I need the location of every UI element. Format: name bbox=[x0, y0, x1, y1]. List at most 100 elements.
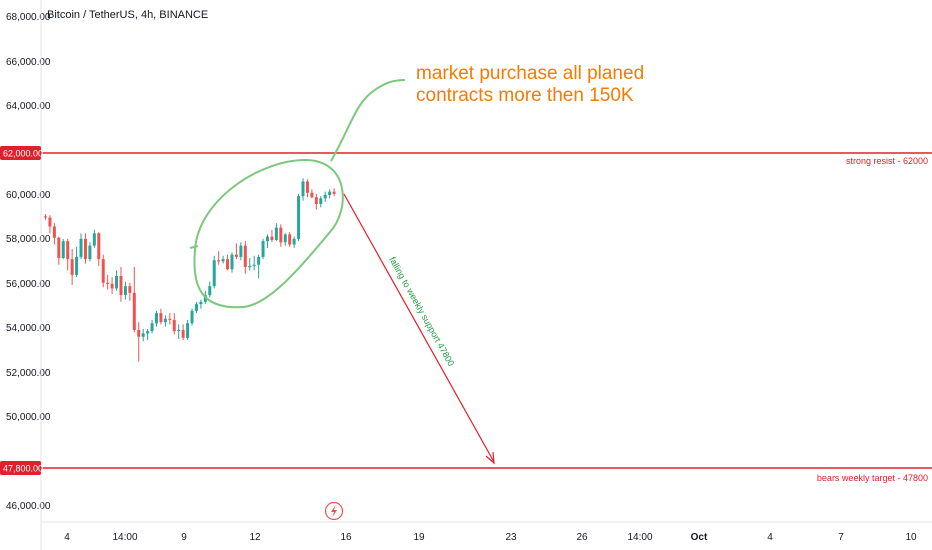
candle-down bbox=[44, 216, 47, 218]
y-tick-label: 64,000.00 bbox=[6, 101, 51, 112]
x-tick-label: 12 bbox=[249, 532, 261, 543]
x-tick-label: 7 bbox=[838, 532, 844, 543]
candle-down bbox=[119, 276, 123, 296]
y-tick-label: 46,000.00 bbox=[6, 501, 51, 512]
candle-down bbox=[279, 227, 283, 243]
candle-down bbox=[172, 319, 176, 332]
candle-up bbox=[115, 276, 119, 289]
candle-down bbox=[57, 237, 61, 258]
candle-up bbox=[190, 310, 194, 324]
x-tick-label: 9 bbox=[181, 532, 187, 543]
candle-up bbox=[92, 233, 96, 246]
candle-up bbox=[194, 304, 198, 311]
candle-up bbox=[266, 236, 269, 242]
x-tick-label: 26 bbox=[576, 532, 588, 543]
candle-up bbox=[323, 195, 327, 199]
candle-up bbox=[301, 181, 305, 197]
lightning-icon[interactable] bbox=[324, 501, 344, 521]
candle-up bbox=[212, 260, 216, 287]
candle-up bbox=[146, 331, 150, 334]
candle-down bbox=[132, 292, 136, 330]
y-tick-label: 54,000.00 bbox=[6, 323, 51, 334]
candle-up bbox=[163, 318, 167, 323]
candle-down bbox=[48, 217, 52, 227]
candle-up bbox=[141, 333, 145, 337]
candle-down bbox=[243, 245, 247, 267]
candle-up bbox=[319, 198, 323, 204]
x-tick-label: 4 bbox=[767, 532, 773, 543]
candle-up bbox=[88, 245, 92, 260]
candle-down bbox=[288, 234, 292, 245]
candle-up bbox=[208, 286, 212, 296]
callout-curve bbox=[330, 79, 406, 162]
candle-up bbox=[123, 286, 127, 296]
resistance-price-tag-text: 62,000.00 bbox=[3, 149, 43, 159]
target-price-tag-text: 47,800.00 bbox=[3, 464, 43, 474]
candle-up bbox=[186, 323, 190, 338]
y-tick-label: 68,000.00 bbox=[6, 12, 51, 23]
x-tick-label: 10 bbox=[905, 532, 917, 543]
candle-up bbox=[155, 313, 158, 324]
candle-down bbox=[70, 259, 74, 275]
x-tick-label: 16 bbox=[340, 532, 352, 543]
falling-label: falling to weekly support 47800 bbox=[387, 255, 456, 368]
y-tick-label: 52,000.00 bbox=[6, 368, 51, 379]
candle-up bbox=[239, 245, 243, 257]
note-line-1: market purchase all planed bbox=[416, 63, 644, 84]
candle-up bbox=[177, 330, 181, 332]
candle-up bbox=[79, 238, 83, 257]
candle-down bbox=[332, 191, 336, 194]
candle-up bbox=[248, 265, 252, 267]
candle-up bbox=[230, 254, 234, 270]
candle-down bbox=[110, 283, 114, 289]
target-price-tag bbox=[0, 461, 41, 475]
candle-down bbox=[66, 241, 70, 260]
candle-up bbox=[150, 323, 154, 332]
falling-arrow-line bbox=[343, 193, 495, 463]
candle-up bbox=[283, 234, 287, 243]
candle-up bbox=[261, 241, 265, 257]
x-tick-label: 4 bbox=[64, 532, 70, 543]
highlight-ellipse bbox=[193, 158, 344, 309]
candle-group bbox=[44, 178, 336, 362]
chart-title: Bitcoin / TetherUS, 4h, BINANCE bbox=[47, 9, 208, 21]
y-tick-label: 56,000.00 bbox=[6, 279, 51, 290]
candle-down bbox=[128, 286, 132, 293]
candle-down bbox=[310, 192, 314, 198]
candle-down bbox=[217, 260, 221, 262]
candle-up bbox=[221, 259, 225, 262]
note-line-2: contracts more then 150K bbox=[416, 85, 634, 106]
target-label: bears weekly target - 47800 bbox=[817, 473, 928, 483]
candle-down bbox=[234, 254, 238, 257]
y-tick-label: 50,000.00 bbox=[6, 412, 51, 423]
candle-down bbox=[270, 236, 274, 240]
candle-down bbox=[137, 330, 141, 337]
x-tick-label: 14:00 bbox=[112, 532, 137, 543]
candle-up bbox=[297, 196, 301, 239]
y-tick-label: 60,000.00 bbox=[6, 190, 51, 201]
candle-down bbox=[305, 181, 309, 193]
candle-up bbox=[257, 256, 261, 265]
x-tick-label: 19 bbox=[413, 532, 425, 543]
resistance-price-tag bbox=[0, 146, 41, 160]
candle-down bbox=[97, 233, 101, 260]
x-tick-label: 23 bbox=[505, 532, 517, 543]
candle-down bbox=[101, 259, 105, 283]
candle-up bbox=[75, 256, 79, 275]
candle-up bbox=[199, 301, 203, 305]
falling-arrow-head bbox=[485, 451, 495, 465]
candle-down bbox=[159, 313, 163, 323]
candle-down bbox=[226, 259, 230, 270]
x-tick-label: Oct bbox=[691, 532, 708, 543]
candle-up bbox=[203, 295, 207, 302]
candle-down bbox=[168, 318, 172, 320]
x-tick-label: 14:00 bbox=[627, 532, 652, 543]
candle-down bbox=[83, 238, 87, 260]
candle-down bbox=[314, 197, 318, 204]
candle-down bbox=[181, 330, 185, 338]
candle-up bbox=[252, 264, 256, 266]
candle-up bbox=[292, 238, 296, 245]
y-tick-label: 58,000.00 bbox=[6, 234, 51, 245]
